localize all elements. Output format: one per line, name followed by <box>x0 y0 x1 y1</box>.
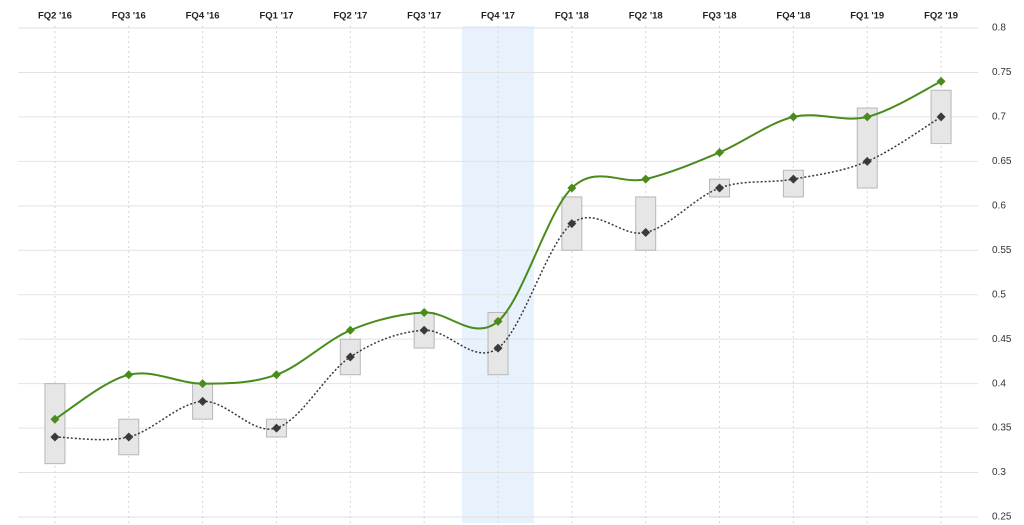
point-marker <box>862 112 872 122</box>
point-marker <box>641 227 651 237</box>
point-marker <box>271 423 281 433</box>
x-tick-label: FQ3 '16 <box>112 11 146 22</box>
point-marker <box>567 219 577 229</box>
y-tick-label: 0.45 <box>992 334 1012 345</box>
y-tick-label: 0.5 <box>992 289 1006 300</box>
x-tick-label: FQ1 '19 <box>850 11 884 22</box>
x-tick-label: FQ3 '17 <box>407 11 441 22</box>
point-marker <box>567 183 577 193</box>
point-marker <box>50 432 60 442</box>
point-marker <box>50 414 60 424</box>
point-marker <box>124 370 134 380</box>
y-tick-label: 0.8 <box>992 23 1006 34</box>
estimate-range <box>856 107 878 189</box>
y-tick-label: 0.25 <box>992 512 1012 523</box>
point-marker <box>641 174 651 184</box>
point-marker <box>493 343 503 353</box>
point-marker <box>198 379 208 389</box>
y-tick-label: 0.6 <box>992 200 1006 211</box>
point-marker <box>271 370 281 380</box>
point-marker <box>124 432 134 442</box>
x-tick-label: FQ2 '17 <box>333 11 367 22</box>
estimate-range <box>635 196 657 251</box>
x-tick-label: FQ2 '16 <box>38 11 72 22</box>
y-tick-label: 0.35 <box>992 423 1012 434</box>
point-marker <box>419 308 429 318</box>
point-marker <box>788 174 798 184</box>
y-tick-label: 0.55 <box>992 245 1012 256</box>
point-marker <box>419 325 429 335</box>
x-tick-label: FQ4 '17 <box>481 11 515 22</box>
y-tick-label: 0.4 <box>992 378 1006 389</box>
y-tick-label: 0.3 <box>992 467 1006 478</box>
x-tick-label: FQ4 '16 <box>186 11 220 22</box>
x-tick-label: FQ2 '19 <box>924 11 958 22</box>
point-marker <box>493 316 503 326</box>
point-marker <box>198 396 208 406</box>
x-tick-label: FQ1 '18 <box>555 11 589 22</box>
point-marker <box>936 76 946 86</box>
x-tick-label: FQ1 '17 <box>259 11 293 22</box>
y-tick-label: 0.65 <box>992 156 1012 167</box>
point-marker <box>345 352 355 362</box>
x-tick-label: FQ3 '18 <box>703 11 737 22</box>
highlight-band <box>462 26 534 523</box>
x-tick-label: FQ2 '18 <box>629 11 663 22</box>
y-tick-label: 0.7 <box>992 112 1006 123</box>
point-marker <box>788 112 798 122</box>
point-marker <box>715 147 725 157</box>
point-marker <box>862 156 872 166</box>
y-tick-label: 0.75 <box>992 67 1012 78</box>
x-tick-label: FQ4 '18 <box>776 11 810 22</box>
point-marker <box>715 183 725 193</box>
point-marker <box>345 325 355 335</box>
point-marker <box>936 112 946 122</box>
